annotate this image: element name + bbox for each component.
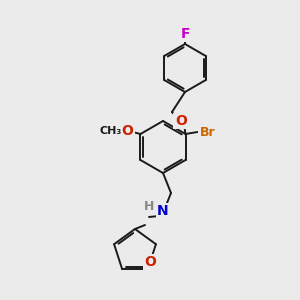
- Text: O: O: [122, 124, 134, 138]
- Text: Br: Br: [200, 125, 215, 139]
- Text: H: H: [144, 200, 154, 214]
- Text: O: O: [175, 114, 187, 128]
- Text: N: N: [157, 204, 169, 218]
- Text: CH₃: CH₃: [99, 126, 122, 136]
- Text: O: O: [144, 256, 156, 269]
- Text: F: F: [180, 27, 190, 41]
